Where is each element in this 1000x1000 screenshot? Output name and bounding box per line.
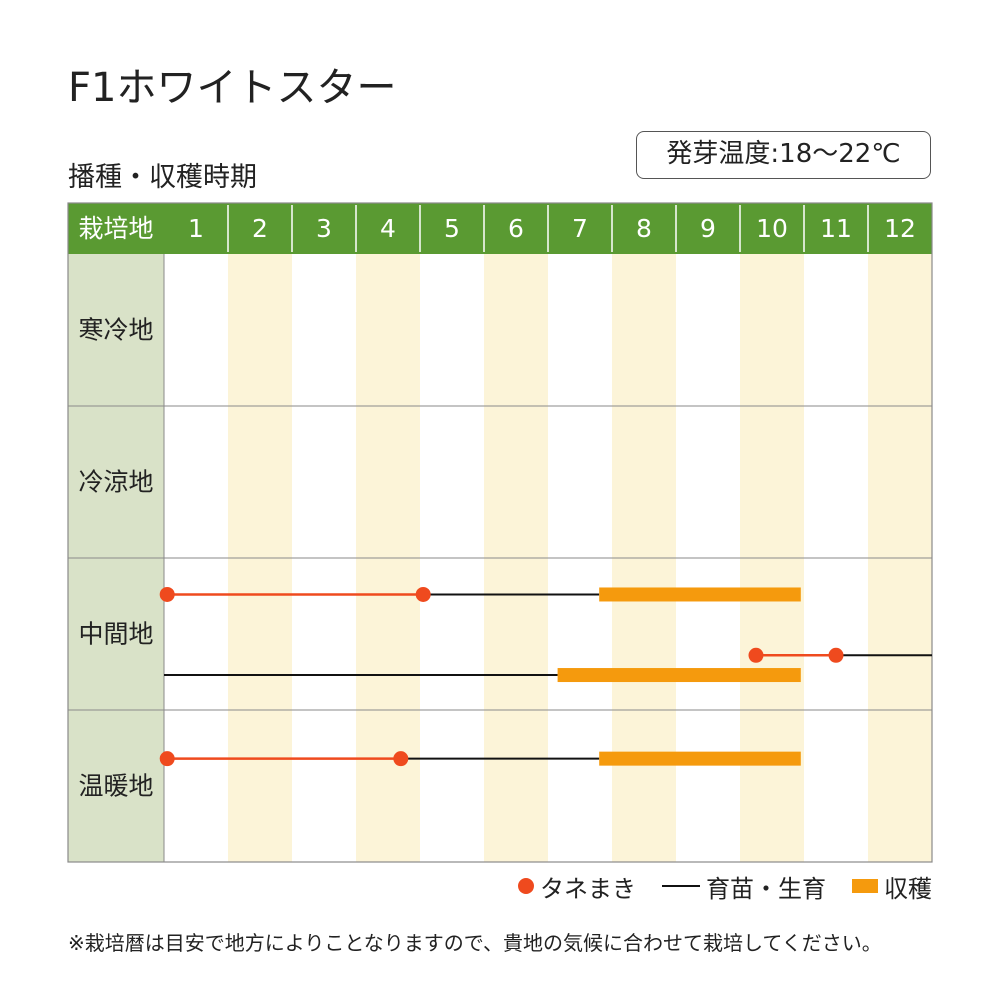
harvest-bar [557, 668, 801, 683]
legend: タネまき 育苗・生育 収穫 [518, 866, 932, 906]
region-label: 冷涼地 [78, 468, 153, 497]
harvest-bar [599, 587, 801, 602]
month-label: 9 [700, 214, 716, 243]
legend-growing: 育苗・生育 [662, 869, 826, 904]
sowing-end-dot [828, 647, 844, 663]
month-label: 10 [756, 214, 788, 243]
header-row [68, 203, 932, 254]
month-label: 4 [380, 214, 396, 243]
legend-sowing: タネまき [518, 869, 636, 904]
month-label: 8 [636, 214, 652, 243]
sowing-start-dot [748, 647, 764, 663]
month-label: 2 [252, 214, 268, 243]
legend-sowing-label: タネまき [540, 874, 636, 903]
chart-subtitle: 播種・収穫時期 [68, 162, 257, 193]
harvest-bar-icon [852, 879, 878, 893]
month-label: 7 [572, 214, 588, 243]
table-border [67, 202, 933, 863]
region-label: 温暖地 [78, 772, 153, 801]
header-label: 栽培地 [78, 214, 153, 243]
germination-temp-badge: 発芽温度:18〜22℃ [636, 131, 931, 179]
legend-harvest: 収穫 [852, 869, 932, 904]
sowing-end-dot [415, 586, 431, 602]
month-label: 1 [188, 214, 204, 243]
sowing-end-dot [393, 751, 409, 767]
growing-line-icon [662, 885, 700, 887]
harvest-bar [599, 751, 801, 766]
month-label: 6 [508, 214, 524, 243]
month-label: 3 [316, 214, 332, 243]
page-title: F1ホワイトスター [68, 65, 397, 111]
sowing-dot-icon [518, 878, 534, 894]
legend-growing-label: 育苗・生育 [706, 874, 826, 903]
legend-harvest-label: 収穫 [884, 874, 932, 903]
sowing-start-dot [159, 586, 175, 602]
month-label: 11 [820, 214, 852, 243]
region-label: 中間地 [78, 620, 153, 649]
month-label: 5 [444, 214, 460, 243]
month-label: 12 [884, 214, 916, 243]
footnote: ※栽培暦は目安で地方によりことなりますので、貴地の気候に合わせて栽培してください… [68, 931, 882, 955]
region-label: 寒冷地 [78, 316, 153, 345]
sowing-start-dot [159, 751, 175, 767]
